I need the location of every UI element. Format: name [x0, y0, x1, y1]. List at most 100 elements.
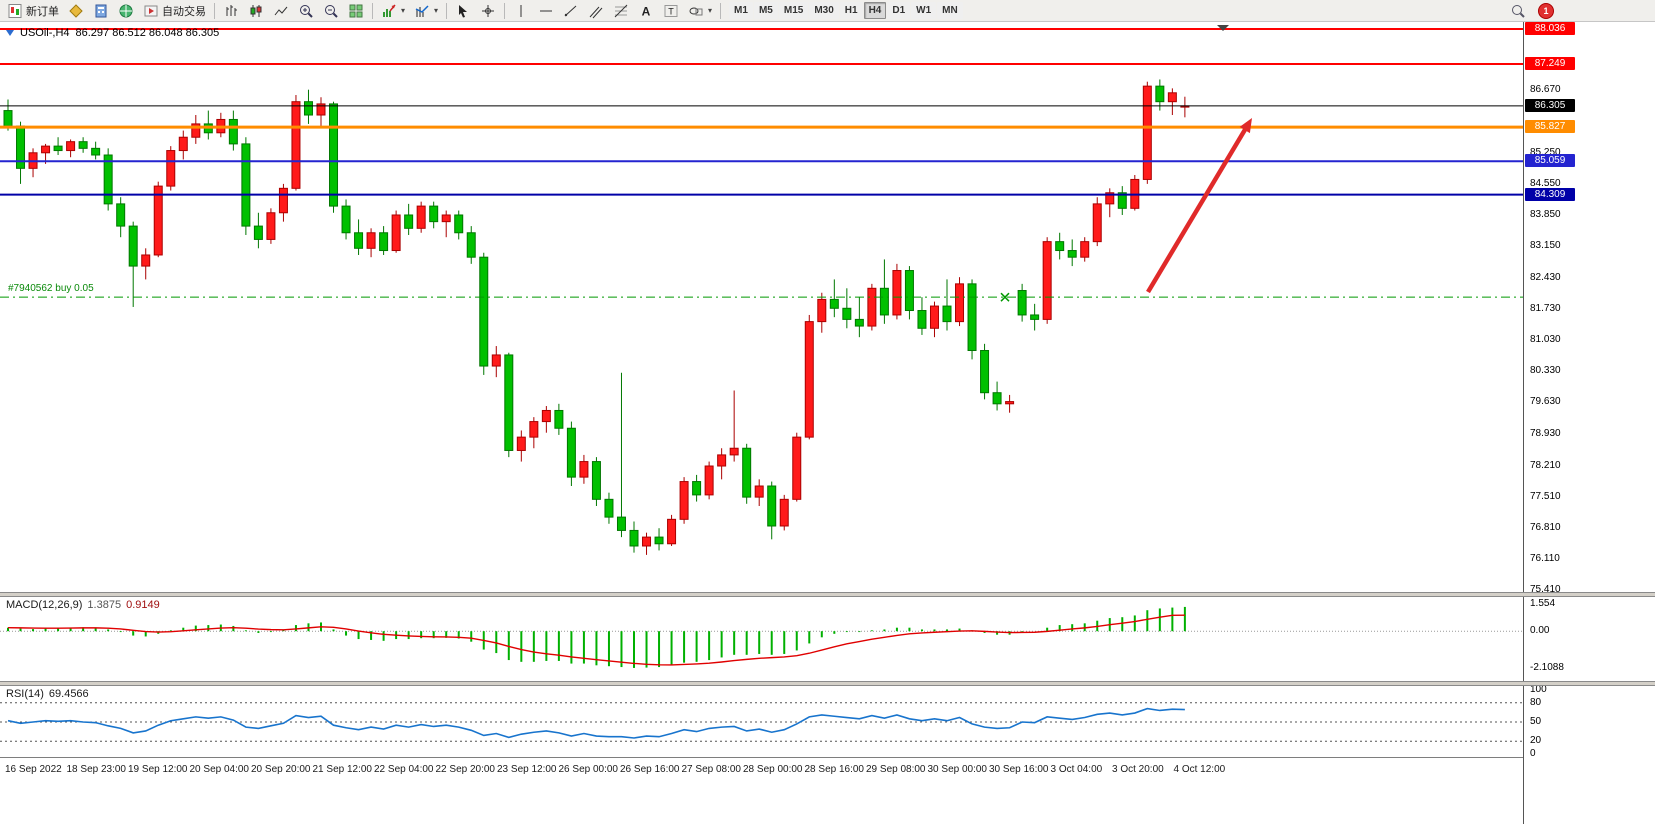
notification-badge[interactable]: 1 [1538, 2, 1554, 19]
price-axis[interactable]: 86.670 85.250 84.550 83.850 83.150 82.430 81.7… [1523, 22, 1655, 824]
timeframe-H4[interactable]: H4 [863, 2, 887, 19]
rsi-name: RSI(14) [6, 688, 44, 700]
community-button[interactable] [114, 1, 138, 21]
macd-name: MACD(12,26,9) [6, 599, 83, 611]
trend-arrow [1146, 126, 1248, 294]
time-axis-label: 3 Oct 20:00 [1112, 764, 1164, 775]
macd-axis-tick: -2.1088 [1530, 662, 1564, 674]
time-axis-label: 18 Sep 23:00 [66, 764, 127, 775]
main-chart[interactable]: USOil-,H4 86.297 86.512 86.048 86.305 #7… [0, 22, 1523, 592]
vertical-line-button[interactable] [509, 1, 533, 21]
panel-splitter[interactable] [0, 681, 1655, 686]
timeframe-H1[interactable]: H1 [839, 2, 863, 19]
zoom-out-button[interactable] [319, 1, 343, 21]
timeframe-M30[interactable]: M30 [809, 2, 839, 19]
calculator-button[interactable] [89, 1, 113, 21]
new-order-button[interactable]: 新订单 [3, 1, 63, 21]
time-axis-label: 20 Sep 04:00 [189, 764, 250, 775]
price-tick: 84.550 [1530, 177, 1561, 189]
horizontal-line-button[interactable] [534, 1, 558, 21]
macd-label: MACD(12,26,9) 1.3875 0.9149 [6, 599, 160, 611]
channel-icon [588, 3, 604, 19]
time-axis-label: 26 Sep 00:00 [558, 764, 619, 775]
time-axis-label: 22 Sep 04:00 [374, 764, 434, 775]
text-button[interactable]: A [634, 1, 658, 21]
rsi-axis-tick: 50 [1530, 716, 1542, 727]
autotrading-label: 自动交易 [162, 5, 206, 18]
search-button[interactable] [1506, 1, 1530, 21]
candlestick-button[interactable] [244, 1, 268, 21]
autotrading-button[interactable]: 自动交易 [139, 1, 210, 21]
new-order-label: 新订单 [26, 5, 59, 18]
rsi-axis-tick: 0 [1530, 748, 1536, 759]
channel-button[interactable] [584, 1, 608, 21]
chevron-down-icon: ▾ [434, 6, 439, 15]
price-level-box: 86.305 [1525, 98, 1575, 112]
shift-marker-icon [1217, 25, 1229, 31]
bar-chart-icon [223, 3, 239, 19]
time-axis-label: 22 Sep 20:00 [435, 764, 496, 775]
timeframe-MN[interactable]: MN [937, 2, 963, 19]
timeframe-M1[interactable]: M1 [729, 2, 753, 19]
bar-chart-button[interactable] [219, 1, 243, 21]
rsi-axis-tick: 100 [1530, 684, 1547, 695]
toolbar-right: 1 [1506, 1, 1652, 21]
svg-text:T: T [668, 6, 674, 16]
horizontal-line-icon [538, 3, 554, 19]
chart-title: USOil-,H4 86.297 86.512 86.048 86.305 [6, 27, 219, 39]
macd-axis-tick: 0.00 [1530, 625, 1550, 637]
price-tick: 82.430 [1530, 272, 1561, 284]
text-label-button[interactable]: T [659, 1, 683, 21]
position-label[interactable]: #7940562 buy 0.05 [8, 283, 94, 295]
price-tick: 80.330 [1530, 365, 1561, 377]
toolbar-separator [446, 2, 448, 19]
time-axis-label: 30 Sep 00:00 [927, 764, 988, 775]
text-a-icon: A [638, 3, 654, 19]
macd-panel[interactable]: MACD(12,26,9) 1.3875 0.9149 [0, 597, 1523, 681]
price-level-box: 88.036 [1525, 22, 1575, 35]
rsi-axis-tick: 80 [1530, 696, 1542, 708]
chevron-down-icon: ▾ [708, 6, 713, 15]
shapes-button[interactable]: ▾ [684, 1, 716, 21]
timeframe-M15[interactable]: M15 [778, 2, 809, 19]
time-axis-label: 28 Sep 00:00 [743, 764, 803, 775]
new-chart-button[interactable]: ▾ [377, 1, 409, 21]
zoom-in-button[interactable] [294, 1, 318, 21]
price-tick: 75.410 [1530, 583, 1561, 595]
price-level-box: 84.309 [1525, 187, 1575, 201]
price-tick: 76.110 [1530, 552, 1560, 564]
rsi-plot [0, 702, 1523, 742]
rsi-label: RSI(14) 69.4566 [6, 688, 89, 700]
toolbar-separator [372, 2, 373, 19]
fibonacci-button[interactable] [609, 1, 633, 21]
crosshair-button[interactable] [476, 1, 500, 21]
indicator-icon [414, 3, 430, 19]
indicators-button[interactable]: ▾ [410, 1, 442, 21]
candlestick-icon [248, 3, 264, 19]
price-tick: 78.210 [1530, 459, 1561, 471]
price-tick: 81.030 [1530, 334, 1561, 346]
tile-windows-button[interactable] [344, 1, 368, 21]
time-axis[interactable]: 16 Sep 2022 18 Sep 23:00 19 Sep 12:00 20 Se… [0, 757, 1523, 825]
price-tick: 85.250 [1530, 146, 1561, 158]
timeframe-D1[interactable]: D1 [887, 2, 911, 19]
tile-windows-icon [348, 3, 364, 19]
timeframe-W1[interactable]: W1 [911, 2, 937, 19]
vertical-line-icon [513, 3, 529, 19]
candlestick-plot [0, 25, 1523, 555]
cursor-button[interactable] [451, 1, 475, 21]
rsi-panel[interactable]: RSI(14) 69.4566 [0, 686, 1523, 757]
time-axis-label: 20 Sep 20:00 [251, 764, 311, 775]
toolbar-separator [504, 2, 506, 19]
market-watch-button[interactable] [64, 1, 88, 21]
chart-symbol-period: USOil-,H4 [20, 27, 70, 39]
line-chart-button[interactable] [269, 1, 293, 21]
trendline-button[interactable] [559, 1, 583, 21]
price-tick: 78.930 [1530, 427, 1561, 439]
timeframe-M5[interactable]: M5 [753, 2, 778, 19]
time-axis-label: 21 Sep 12:00 [312, 764, 373, 775]
search-icon [1510, 3, 1526, 19]
panel-splitter[interactable] [0, 592, 1655, 597]
time-axis-label: 3 Oct 04:00 [1050, 764, 1103, 775]
rsi-value: 69.4566 [48, 688, 89, 700]
